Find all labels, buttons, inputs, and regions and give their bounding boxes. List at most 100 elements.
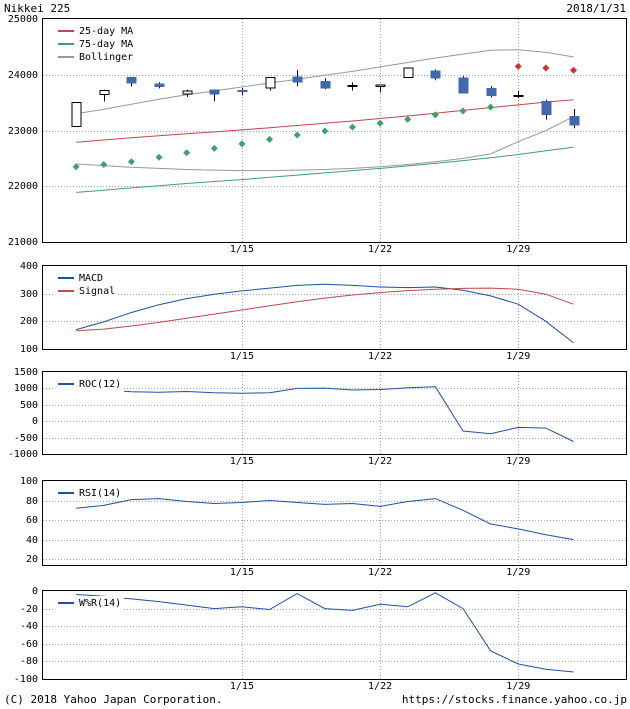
macd-plot	[43, 266, 626, 349]
sar-marker	[404, 115, 412, 123]
sar-marker	[127, 158, 135, 166]
candle-up	[99, 90, 110, 96]
roc-y-tick-label: 0	[31, 416, 38, 428]
price-y-tick-label: 25000	[7, 14, 38, 25]
macd-legend: MACD Signal	[55, 271, 119, 299]
roc-x-tick-label: 1/15	[229, 456, 254, 467]
candle-down	[458, 77, 469, 94]
roc-y-tick-label: 1500	[13, 367, 38, 378]
price-legend-item-1: 75-day MA	[58, 38, 133, 51]
wr-y-tick-label: -60	[19, 638, 38, 650]
legend-line-swatch	[58, 290, 74, 292]
sar-marker	[266, 135, 274, 143]
bollinger-upper-line	[76, 49, 574, 115]
sar-marker	[100, 161, 108, 169]
sar-marker	[348, 123, 356, 131]
macd-legend-item-0: MACD	[58, 272, 115, 285]
price-y-tick-label: 22000	[7, 181, 38, 193]
chart-title: Nikkei 225	[4, 2, 71, 15]
legend-line-swatch	[58, 56, 74, 58]
candle-down	[541, 101, 552, 115]
rsi-x-tick-label: 1/29	[506, 567, 531, 578]
legend-line-swatch	[58, 383, 74, 385]
price-x-tick-label: 1/29	[506, 244, 531, 255]
footer-url: https://stocks.finance.yahoo.co.jp	[401, 693, 627, 706]
macd-legend-item-1: Signal	[58, 285, 115, 298]
candle-up	[403, 67, 414, 79]
sar-marker	[570, 66, 578, 74]
rsi-panel	[42, 480, 627, 566]
sar-marker	[293, 131, 301, 139]
price-y-tick-label: 23000	[7, 125, 38, 137]
macd-x-tick-label: 1/29	[506, 351, 531, 362]
sar-marker	[321, 127, 329, 135]
wr-y-tick-label: -20	[19, 603, 38, 615]
price-legend-item-2: Bollinger	[58, 51, 133, 64]
roc-legend: ROC(12)	[55, 377, 125, 392]
price-plot	[43, 19, 626, 242]
sar-marker	[376, 119, 384, 127]
rsi-y-tick-label: 20	[25, 554, 38, 566]
Signal-line	[76, 287, 574, 332]
macd-y-tick-label: 200	[19, 316, 38, 328]
legend-label: W%R(14)	[79, 598, 122, 609]
legend-label: Signal	[79, 286, 116, 297]
price-legend: 25-day MA 75-day MA Bollinger	[55, 24, 137, 65]
candle-down	[154, 83, 165, 88]
roc-plot	[43, 372, 626, 454]
legend-line-swatch	[58, 602, 74, 604]
price-legend-item-0: 25-day MA	[58, 25, 133, 38]
ma75-line	[76, 146, 574, 193]
W%R(14)-line	[76, 592, 574, 673]
candle-down	[126, 77, 137, 84]
macd-y-tick-label: 400	[19, 261, 38, 272]
wr-legend: W%R(14)	[55, 596, 125, 611]
candle-up	[265, 77, 276, 89]
roc-y-tick-label: -1000	[7, 449, 38, 460]
ma25-line	[76, 99, 574, 143]
roc-x-tick-label: 1/22	[368, 456, 393, 467]
macd-x-tick-label: 1/15	[229, 351, 254, 362]
legend-label: ROC(12)	[79, 379, 122, 390]
rsi-y-tick-label: 100	[19, 476, 38, 487]
candle-up	[182, 90, 193, 95]
sar-marker	[210, 144, 218, 152]
candle-down	[320, 81, 331, 89]
RSI(14)-line	[76, 498, 574, 541]
sar-marker	[459, 107, 467, 115]
candle-up	[513, 94, 524, 97]
candle-down	[209, 89, 220, 95]
rsi-plot	[43, 481, 626, 565]
MACD-line	[76, 283, 574, 344]
wr-plot	[43, 591, 626, 679]
price-y-tick-label: 21000	[7, 237, 38, 248]
wr-y-tick-label: 0	[31, 586, 38, 597]
sar-marker	[72, 163, 80, 171]
rsi-legend-item-0: RSI(14)	[58, 487, 121, 500]
bollinger-lower-line	[76, 116, 574, 172]
legend-label: 75-day MA	[79, 39, 134, 50]
legend-label: Bollinger	[79, 52, 134, 63]
candle-down	[430, 70, 441, 79]
rsi-y-tick-label: 40	[25, 534, 38, 546]
rsi-x-tick-label: 1/15	[229, 567, 254, 578]
legend-line-swatch	[58, 43, 74, 45]
macd-y-tick-label: 300	[19, 288, 38, 300]
roc-y-tick-label: -500	[13, 432, 38, 444]
sar-marker	[542, 64, 550, 72]
price-y-tick-label: 24000	[7, 69, 38, 81]
price-panel	[42, 18, 627, 243]
price-x-tick-label: 1/22	[368, 244, 393, 255]
legend-line-swatch	[58, 277, 74, 279]
wr-y-tick-label: -80	[19, 656, 38, 668]
legend-line-swatch	[58, 30, 74, 32]
candle-down	[486, 87, 497, 96]
candle-down	[237, 89, 248, 92]
wr-y-tick-label: -100	[13, 674, 38, 685]
macd-y-tick-label: 100	[19, 344, 38, 355]
candle-down	[292, 76, 303, 83]
macd-panel	[42, 265, 627, 350]
rsi-x-tick-label: 1/22	[368, 567, 393, 578]
wr-y-tick-label: -40	[19, 621, 38, 633]
